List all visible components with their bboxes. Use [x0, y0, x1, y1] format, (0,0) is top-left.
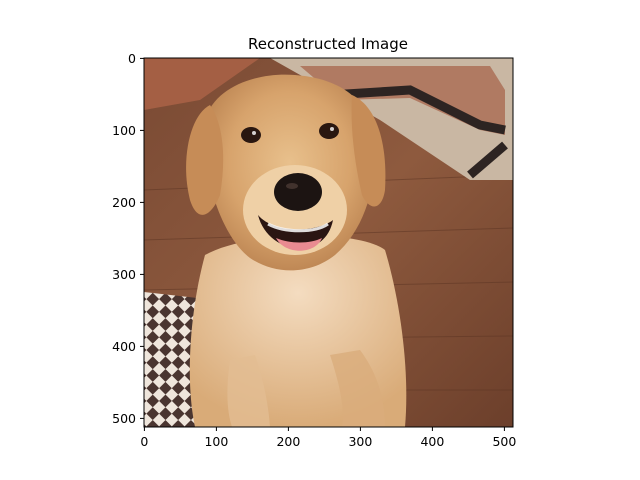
- y-tick-label: 400: [112, 339, 136, 354]
- chart-title: Reconstructed Image: [248, 35, 408, 53]
- x-axis: 0 100 200 300 400 500: [140, 427, 516, 449]
- y-tick-label: 100: [112, 123, 136, 138]
- x-tick-label: 500: [492, 434, 516, 449]
- x-tick-label: 400: [420, 434, 444, 449]
- y-tick-label: 300: [112, 267, 136, 282]
- y-tick-label: 500: [112, 411, 136, 426]
- x-tick-label: 300: [348, 434, 372, 449]
- image-axes-frame: [143, 57, 514, 428]
- x-tick-label: 100: [204, 434, 228, 449]
- reconstructed-photo: [144, 58, 513, 427]
- x-tick-label: 200: [276, 434, 300, 449]
- y-axis: 0 100 200 300 400 500: [112, 51, 144, 426]
- y-tick-label: 0: [128, 51, 136, 66]
- y-tick-label: 200: [112, 195, 136, 210]
- x-tick-label: 0: [140, 434, 148, 449]
